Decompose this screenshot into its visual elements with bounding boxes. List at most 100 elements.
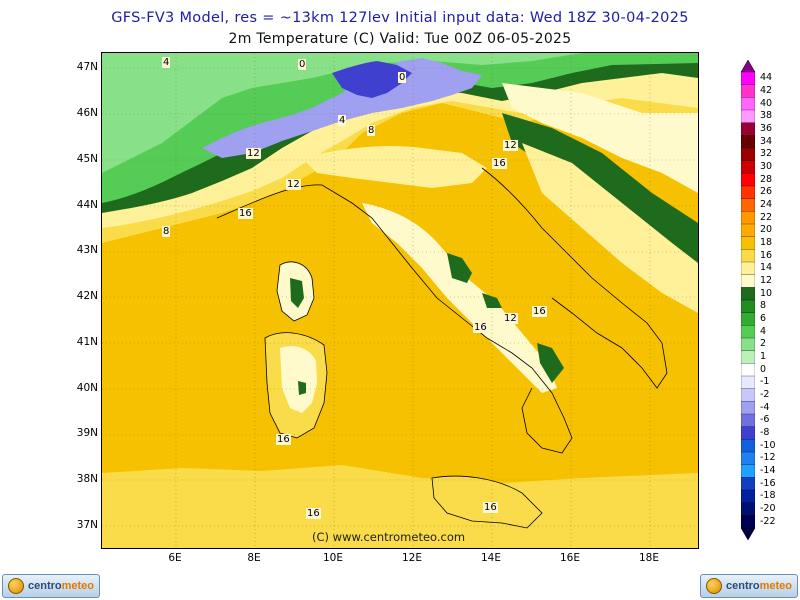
colorbar-swatch: [741, 147, 755, 162]
colorbar-label: 30: [760, 161, 773, 172]
colorbar-swatch: [741, 173, 755, 187]
globe-icon: [705, 578, 722, 594]
map-subtitle: 2m Temperature (C) Valid: Tue 00Z 06-05-…: [228, 31, 572, 47]
colorbar-label: 0: [760, 363, 767, 375]
colorbar-swatch: [741, 223, 755, 238]
colorbar-label: -8: [760, 427, 770, 438]
watermark: (C) www.centrometeo.com: [312, 530, 466, 544]
contour-label: 16: [483, 502, 498, 513]
map-canvas: [102, 53, 698, 548]
lat-label: 39N: [76, 427, 98, 439]
colorbar-swatch: [741, 236, 755, 250]
lat-label: 46N: [76, 107, 98, 119]
field-subzero-alps: [202, 58, 482, 158]
contour-label: 16: [306, 508, 321, 519]
logo-text-main: centro: [725, 580, 760, 592]
field-po-valley: [302, 146, 487, 188]
contour-label: 12: [286, 179, 301, 190]
colorbar-swatch: [741, 198, 755, 212]
contour-label: 12: [503, 313, 518, 324]
lon-label: 16E: [560, 552, 580, 564]
logo-text-main: centro: [27, 580, 62, 592]
contour-label: 16: [473, 322, 488, 333]
colorbar-swatch: [741, 388, 755, 402]
lat-label: 41N: [76, 336, 98, 348]
colorbar-swatch: [741, 502, 755, 516]
colorbar-label: 44: [760, 72, 773, 84]
colorbar-bottom-arrow: [741, 527, 755, 540]
colorbar-swatch: [741, 261, 755, 276]
colorbar-swatch: [741, 489, 755, 504]
colorbar-label: 40: [760, 97, 773, 109]
colorbar-swatch: [741, 97, 755, 111]
contour-label: 4: [338, 115, 347, 126]
colorbar-label: -2: [760, 389, 770, 400]
contour-label: 8: [367, 125, 376, 136]
colorbar-swatch: [741, 464, 755, 478]
colorbar-swatch: [741, 135, 755, 149]
colorbar-label: 6: [760, 313, 767, 324]
colorbar-label: 18: [760, 237, 773, 248]
field-balkan-pale: [502, 83, 698, 193]
field-sardinia-green: [298, 381, 306, 395]
colorbar-label: -1: [760, 376, 770, 388]
colorbar-swatch: [741, 109, 755, 124]
colorbar-swatch: [741, 325, 755, 339]
colorbar-label: 22: [760, 211, 773, 223]
colorbar-top-arrow: [741, 60, 755, 73]
field-se-pale: [102, 465, 698, 548]
colorbar-label: -4: [760, 401, 770, 413]
colorbar-label: -12: [760, 452, 776, 464]
colorbar-label: 4: [760, 325, 767, 337]
lat-label: 37N: [76, 519, 98, 531]
colorbar-label: -14: [760, 465, 776, 476]
contour-label: 16: [532, 306, 547, 317]
colorbar-swatch: [741, 439, 755, 453]
logo-text-accent: meteo: [61, 580, 95, 592]
contour-label: 4: [162, 57, 171, 68]
lon-label: 18E: [639, 552, 659, 564]
colorbar-label: 32: [760, 148, 773, 160]
colorbar-swatch: [741, 211, 755, 225]
field-sardinia-inner: [280, 346, 317, 413]
colorbar-swatch: [741, 350, 755, 364]
field-deep-subzero: [332, 61, 412, 98]
lat-label: 45N: [76, 153, 98, 165]
colorbar-swatch: [741, 71, 755, 86]
colorbar-label: 34: [760, 135, 773, 147]
colorbar-label: 42: [760, 85, 773, 96]
colorbar-label: 8: [760, 300, 767, 312]
contour-label: 8: [162, 226, 171, 237]
centrometeo-logo-right: centro meteo: [700, 574, 798, 598]
lat-label: 43N: [76, 244, 98, 256]
lat-label: 40N: [76, 382, 98, 394]
field-balkan-pale2: [522, 143, 698, 313]
contour-label: 0: [298, 59, 307, 70]
colorbar-swatch: [741, 401, 755, 415]
colorbar-swatch: [741, 287, 755, 301]
contour-label: 0: [398, 72, 407, 83]
colorbar-label: 12: [760, 275, 773, 286]
colorbar-swatch: [741, 337, 755, 352]
colorbar-swatch: [741, 249, 755, 263]
lon-label: 10E: [323, 552, 343, 564]
colorbar-swatch: [741, 451, 755, 466]
contour-label: 16: [492, 158, 507, 169]
field-apennine-green: [447, 253, 564, 383]
field-corsica-green: [290, 278, 304, 308]
colorbar-swatch: [741, 375, 755, 390]
colorbar-swatch: [741, 185, 755, 200]
map-title: GFS-FV3 Model, res = ~13km 127lev Initia…: [111, 10, 689, 26]
lon-label: 12E: [402, 552, 422, 564]
colorbar-label: 20: [760, 224, 773, 236]
colorbar-label: 38: [760, 110, 773, 122]
colorbar-label: 10: [760, 287, 773, 299]
lon-label: 8E: [247, 552, 261, 564]
globe-icon: [7, 578, 24, 594]
colorbar-label: 24: [760, 199, 773, 210]
colorbar-swatch: [741, 363, 755, 377]
contour-label: 12: [246, 148, 261, 159]
colorbar-label: 26: [760, 186, 773, 198]
colorbar-label: -22: [760, 515, 776, 527]
colorbar-label: 16: [760, 249, 773, 261]
